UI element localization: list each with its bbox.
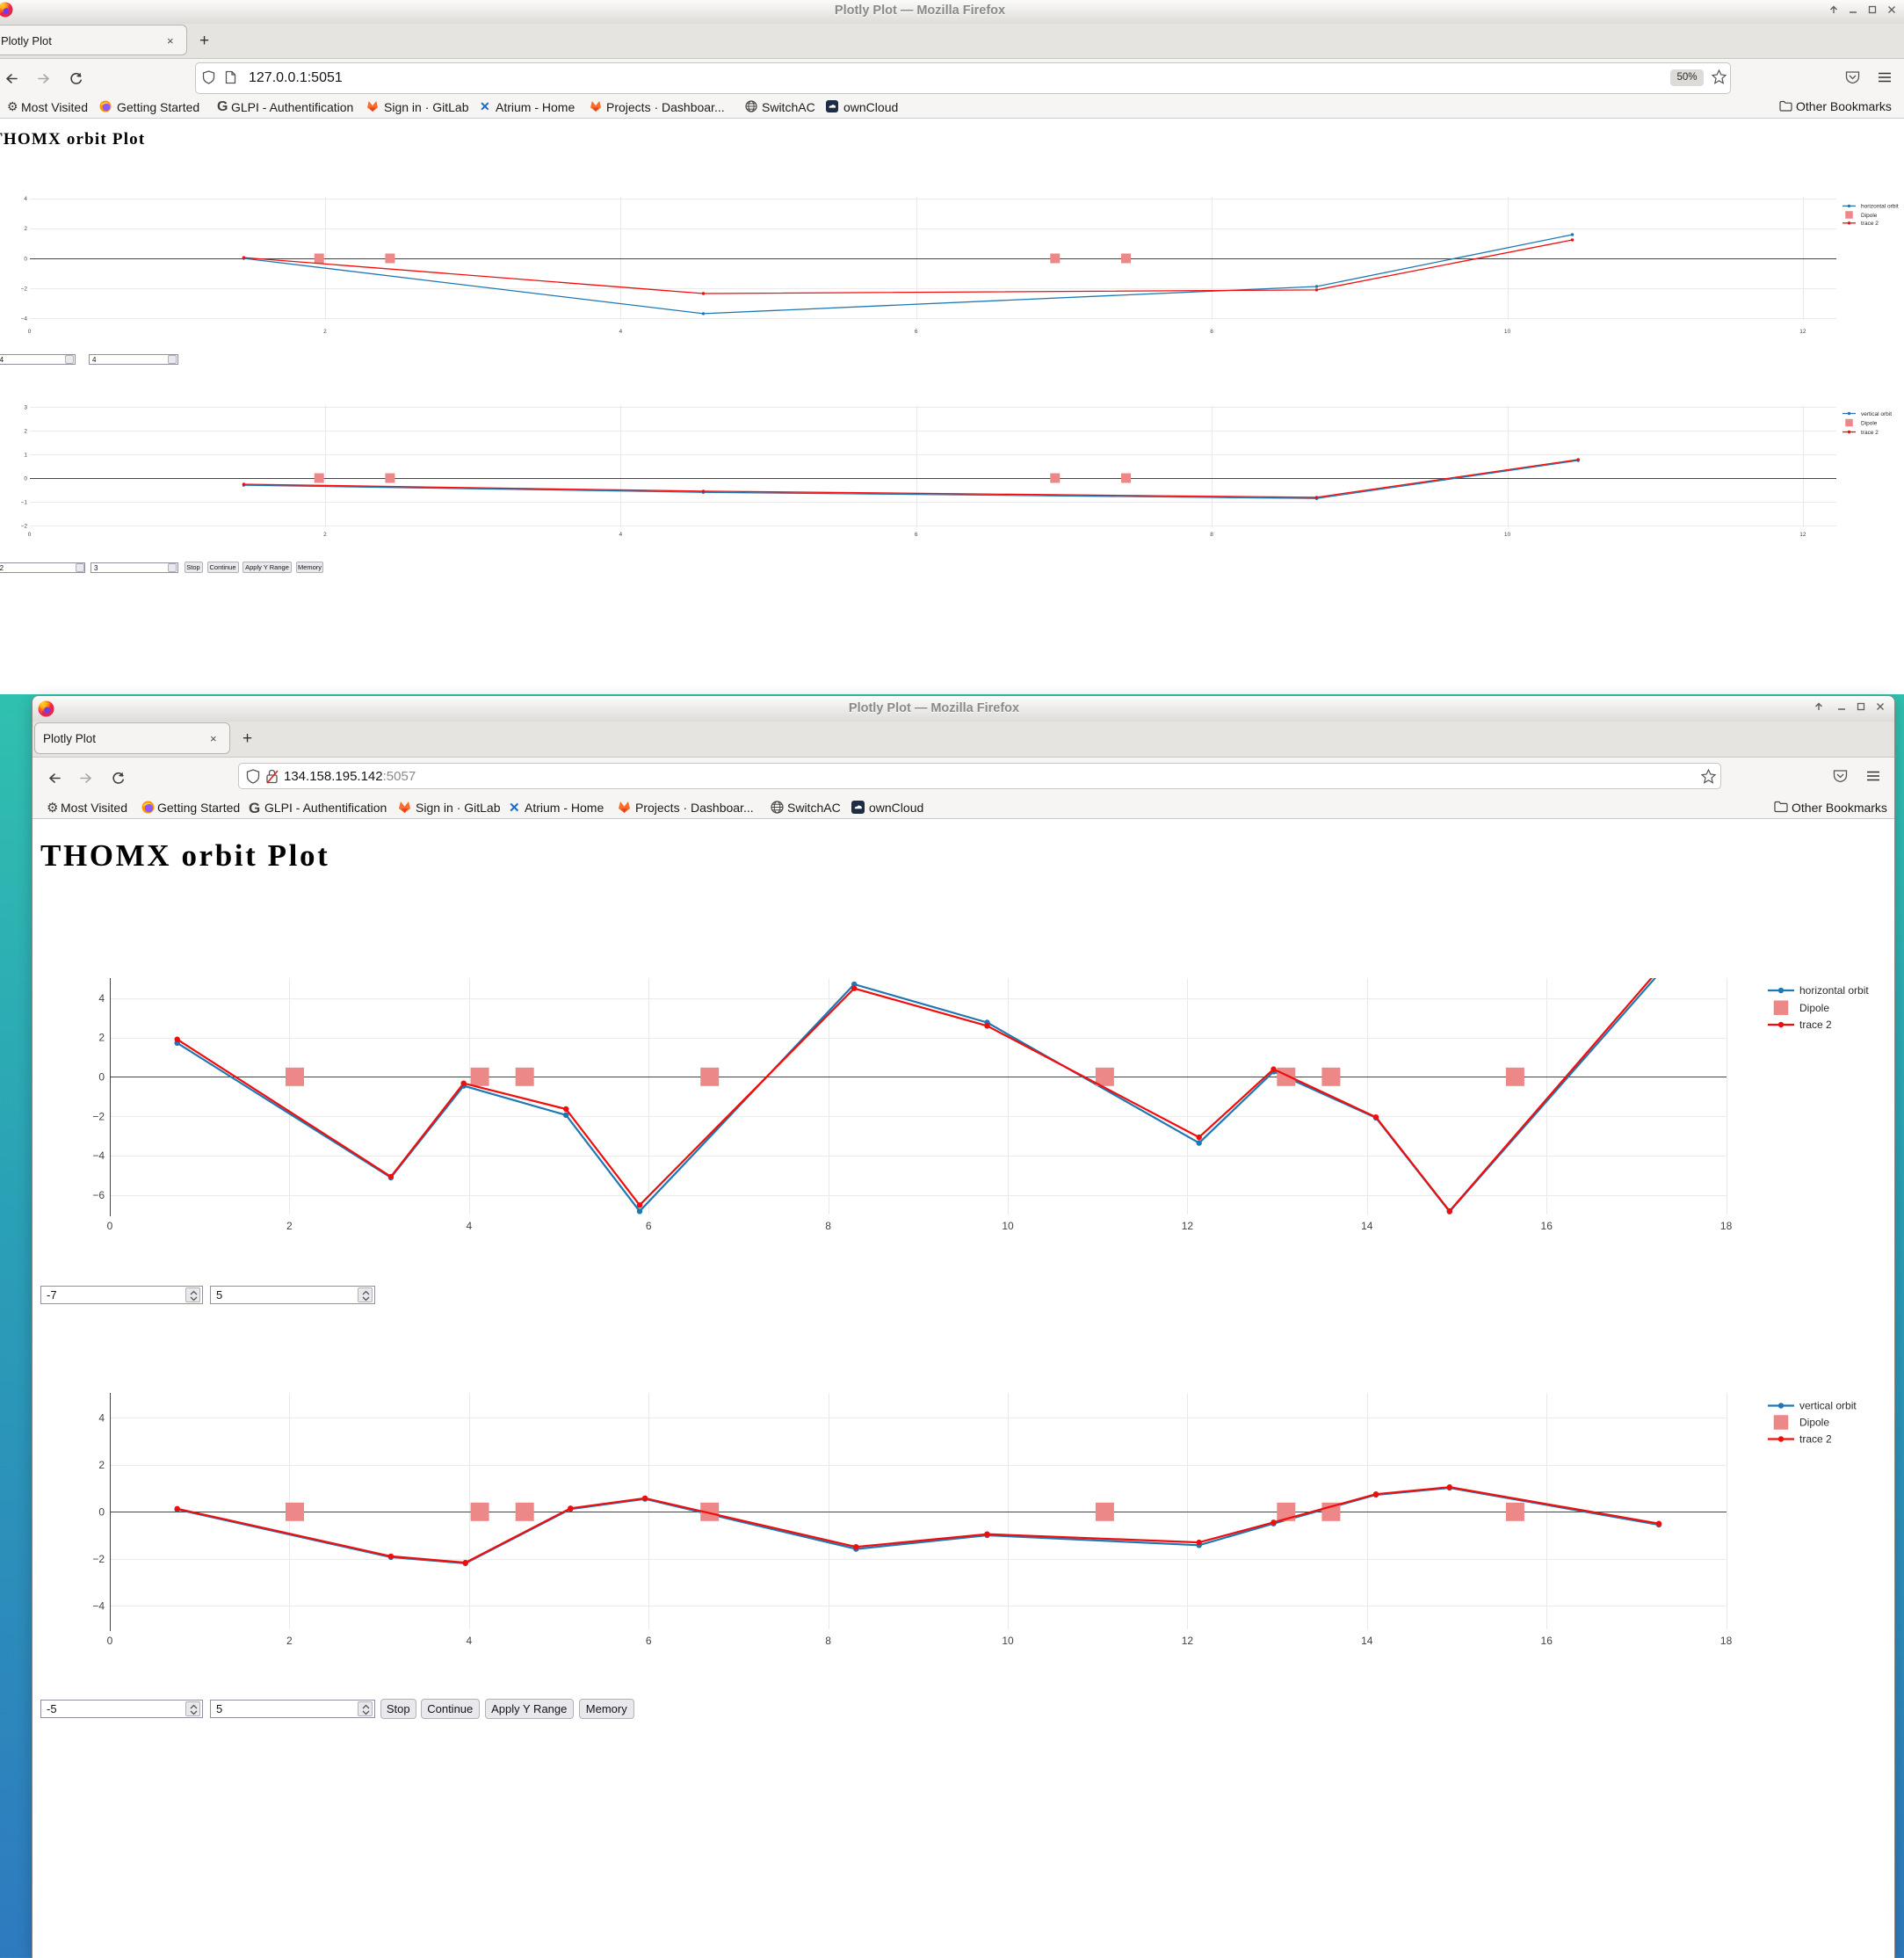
svg-text:Dipole: Dipole bbox=[1799, 1002, 1829, 1014]
svg-text:12: 12 bbox=[1182, 1220, 1194, 1232]
svg-text:horizontal orbit: horizontal orbit bbox=[1799, 984, 1869, 997]
svg-text:4: 4 bbox=[466, 1635, 472, 1647]
svg-text:trace 2: trace 2 bbox=[1799, 1433, 1832, 1446]
svg-text:trace 2: trace 2 bbox=[1799, 1019, 1832, 1031]
svg-text:0: 0 bbox=[107, 1220, 113, 1232]
svg-text:0: 0 bbox=[98, 1506, 105, 1519]
svg-text:−4: −4 bbox=[21, 316, 28, 323]
svg-text:2: 2 bbox=[98, 1459, 105, 1471]
svg-text:3: 3 bbox=[24, 404, 27, 410]
svg-text:16: 16 bbox=[1541, 1220, 1553, 1232]
svg-text:4: 4 bbox=[98, 992, 105, 1004]
svg-text:2: 2 bbox=[323, 532, 327, 538]
svg-text:8: 8 bbox=[825, 1635, 831, 1647]
svg-text:6: 6 bbox=[646, 1635, 652, 1647]
svg-text:2: 2 bbox=[286, 1635, 293, 1647]
svg-text:10: 10 bbox=[1002, 1635, 1014, 1647]
svg-text:6: 6 bbox=[915, 329, 918, 335]
svg-text:2: 2 bbox=[24, 226, 27, 232]
svg-text:Dipole: Dipole bbox=[1799, 1417, 1829, 1429]
svg-text:8: 8 bbox=[1210, 329, 1213, 335]
svg-text:12: 12 bbox=[1799, 329, 1806, 335]
svg-text:0: 0 bbox=[28, 329, 32, 335]
svg-text:14: 14 bbox=[1361, 1635, 1373, 1647]
svg-text:Dipole: Dipole bbox=[1861, 420, 1878, 426]
svg-text:6: 6 bbox=[646, 1220, 652, 1232]
svg-text:−4: −4 bbox=[92, 1149, 105, 1162]
svg-text:horizontal orbit: horizontal orbit bbox=[1861, 204, 1899, 210]
svg-text:−2: −2 bbox=[21, 286, 28, 293]
svg-text:0: 0 bbox=[24, 475, 27, 482]
svg-text:1: 1 bbox=[24, 452, 27, 458]
svg-text:trace 2: trace 2 bbox=[1861, 221, 1879, 227]
svg-text:−2: −2 bbox=[21, 523, 28, 529]
svg-text:16: 16 bbox=[1541, 1635, 1553, 1647]
svg-text:12: 12 bbox=[1799, 532, 1806, 538]
svg-text:0: 0 bbox=[98, 1071, 105, 1084]
svg-text:−2: −2 bbox=[92, 1553, 105, 1565]
svg-text:18: 18 bbox=[1720, 1220, 1733, 1232]
svg-text:0: 0 bbox=[107, 1635, 113, 1647]
svg-text:−4: −4 bbox=[92, 1600, 105, 1613]
svg-text:0: 0 bbox=[28, 532, 32, 538]
svg-text:10: 10 bbox=[1504, 329, 1511, 335]
svg-text:trace 2: trace 2 bbox=[1861, 430, 1879, 436]
svg-text:6: 6 bbox=[915, 532, 918, 538]
svg-text:10: 10 bbox=[1504, 532, 1511, 538]
svg-text:4: 4 bbox=[466, 1220, 472, 1232]
svg-text:2: 2 bbox=[323, 329, 327, 335]
svg-text:8: 8 bbox=[1210, 532, 1213, 538]
svg-text:4: 4 bbox=[619, 532, 622, 538]
svg-text:Dipole: Dipole bbox=[1861, 213, 1878, 219]
svg-text:4: 4 bbox=[619, 329, 622, 335]
svg-text:12: 12 bbox=[1182, 1635, 1194, 1647]
svg-text:14: 14 bbox=[1361, 1220, 1373, 1232]
svg-text:−2: −2 bbox=[92, 1110, 105, 1122]
svg-text:0: 0 bbox=[24, 256, 27, 262]
svg-text:2: 2 bbox=[98, 1032, 105, 1044]
svg-text:4: 4 bbox=[24, 196, 27, 202]
svg-text:10: 10 bbox=[1002, 1220, 1014, 1232]
svg-text:18: 18 bbox=[1720, 1635, 1733, 1647]
svg-text:−6: −6 bbox=[92, 1189, 105, 1201]
svg-text:vertical orbit: vertical orbit bbox=[1861, 411, 1892, 417]
svg-text:2: 2 bbox=[286, 1220, 293, 1232]
svg-text:2: 2 bbox=[24, 428, 27, 434]
svg-text:8: 8 bbox=[825, 1220, 831, 1232]
svg-text:−1: −1 bbox=[21, 499, 28, 505]
svg-text:vertical orbit: vertical orbit bbox=[1799, 1400, 1857, 1412]
svg-text:4: 4 bbox=[98, 1412, 105, 1425]
